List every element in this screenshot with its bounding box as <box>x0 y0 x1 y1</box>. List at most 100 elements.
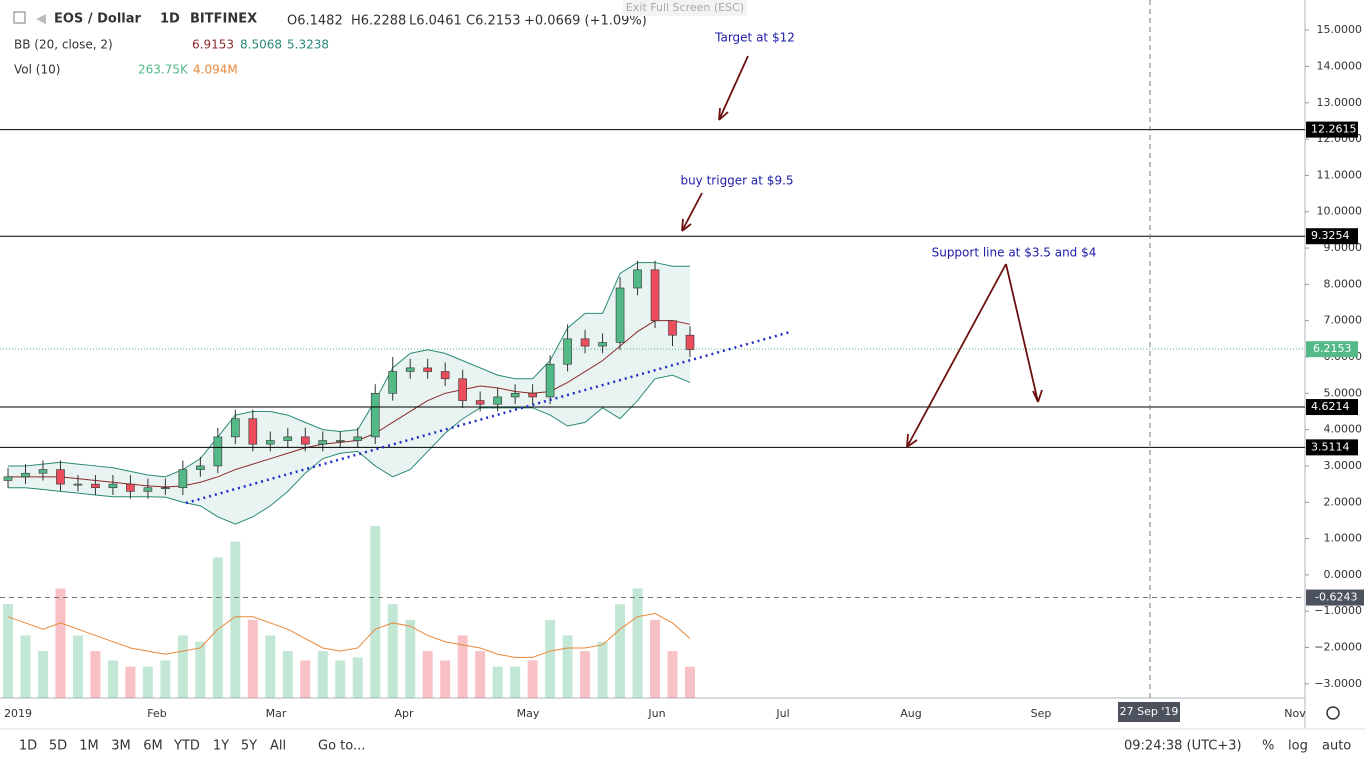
volume-bar <box>632 588 643 698</box>
range-button[interactable]: 1M <box>79 739 99 754</box>
volume-bar <box>317 651 328 698</box>
clock: 09:24:38 (UTC+3) <box>1124 739 1242 754</box>
symbol: EOS / Dollar <box>54 12 142 27</box>
last-price-label: 6.2153 <box>1313 342 1352 355</box>
candle-body <box>650 269 660 321</box>
level-label: 3.5114 <box>1311 440 1350 453</box>
level-tag <box>1306 121 1358 138</box>
volume-bar <box>20 635 31 698</box>
x-tick-label: Jun <box>647 707 665 720</box>
arrows <box>681 55 1043 448</box>
y-tick-label: 14.0000 <box>1317 59 1363 72</box>
volume-bar <box>90 651 101 698</box>
volume-bar <box>667 651 678 698</box>
settings-icon[interactable] <box>1326 706 1340 720</box>
volume-bar <box>405 619 416 698</box>
candle-body <box>108 483 118 489</box>
volume-bar <box>562 635 573 698</box>
y-tick-label: 8.0000 <box>1324 277 1363 290</box>
volume-ma <box>7 613 691 658</box>
y-tick-label: 9.0000 <box>1324 241 1363 254</box>
candle-body <box>353 436 363 441</box>
bb-middle <box>8 320 691 488</box>
candle-body <box>685 334 695 351</box>
candle-body <box>126 483 135 492</box>
legend: ◀ EOS / Dollar 1D BITFINEX O6.1482 H6.22… <box>13 0 747 77</box>
indicator-value: 4.094M <box>193 63 238 77</box>
volume-bar <box>492 666 503 698</box>
volume-bar <box>247 619 258 698</box>
range-button[interactable]: YTD <box>173 739 200 754</box>
range-button[interactable]: All <box>270 739 286 754</box>
collapse-icon[interactable] <box>13 11 26 24</box>
candle-body <box>528 393 537 398</box>
plot: 15.000014.000013.000012.000011.000010.00… <box>0 0 1364 722</box>
x-tick-label: Aug <box>900 707 921 720</box>
indicator-value: 6.9153 <box>192 38 234 52</box>
candle-body <box>143 487 153 492</box>
percent-toggle[interactable]: % <box>1262 739 1274 754</box>
ohlc: C6.2153 <box>466 14 521 29</box>
candle-body <box>668 320 677 336</box>
range-button[interactable]: 1Y <box>213 739 229 754</box>
x-tick-label: Jul <box>775 707 789 720</box>
volume-bar <box>527 660 538 698</box>
range-button[interactable]: 1D <box>19 739 37 754</box>
volume-bar <box>107 660 118 698</box>
annotation: buy trigger at $9.5 <box>680 174 793 188</box>
level-label: 12.2615 <box>1311 123 1357 136</box>
y-tick-label: 4.0000 <box>1324 423 1363 436</box>
candle-body <box>3 476 13 481</box>
x-tick-label: 2019 <box>4 707 32 720</box>
volume-bar <box>475 651 486 698</box>
y-tick-label: 3.0000 <box>1324 459 1363 472</box>
indicator-name: Vol (10) <box>14 63 60 77</box>
candle-body <box>196 465 205 470</box>
y-tick-label: −2.0000 <box>1314 641 1362 654</box>
volume-bar <box>282 651 293 698</box>
candle-body <box>633 269 642 289</box>
volume-bar <box>335 660 346 698</box>
candle-body <box>248 418 258 445</box>
candle-body <box>598 342 607 347</box>
level-label: 4.6214 <box>1311 400 1350 413</box>
x-tick-label: Mar <box>266 707 287 720</box>
auto-toggle[interactable]: auto <box>1322 739 1351 754</box>
candle-body <box>73 483 83 486</box>
indicator-value: 5.3238 <box>287 38 329 52</box>
volume-bar <box>230 541 241 698</box>
volume-bar <box>300 660 311 698</box>
x-tick-label: Feb <box>147 707 166 720</box>
range-button[interactable]: 6M <box>143 739 163 754</box>
candle-body <box>335 440 345 442</box>
exit-text[interactable]: Exit Full Screen (ESC) <box>626 1 744 14</box>
candle-body <box>458 378 467 401</box>
y-tick-label: 5.0000 <box>1324 386 1363 399</box>
candle-body <box>318 440 328 445</box>
range-button[interactable]: 5D <box>49 739 67 754</box>
icon: ◀ <box>36 12 46 27</box>
y-tick-label: −1.0000 <box>1314 604 1362 617</box>
range-button[interactable]: 3M <box>111 739 131 754</box>
volume-bar <box>125 666 136 698</box>
crosshair-date: 27 Sep '19 <box>1120 705 1179 718</box>
candle-body <box>56 469 65 485</box>
candle-body <box>493 396 502 405</box>
range-button[interactable]: 5Y <box>241 739 257 754</box>
change: +0.0669 (+1.09%) <box>524 14 647 29</box>
candle-body <box>423 367 432 372</box>
last-price-tag <box>1306 341 1358 358</box>
candle-body <box>161 487 170 490</box>
log-toggle[interactable]: log <box>1288 739 1308 754</box>
level-tag <box>1306 399 1358 416</box>
goto[interactable]: Go to... <box>318 739 365 754</box>
crosshair-label: -0.6243 <box>1315 591 1357 604</box>
volume-bar <box>195 641 206 698</box>
exit-button[interactable] <box>623 0 747 16</box>
indicator-value: 8.5068 <box>240 38 282 52</box>
arrow <box>1005 263 1043 403</box>
candle-body <box>283 436 293 441</box>
volume-bar <box>457 635 468 698</box>
volume-bar <box>55 588 66 698</box>
